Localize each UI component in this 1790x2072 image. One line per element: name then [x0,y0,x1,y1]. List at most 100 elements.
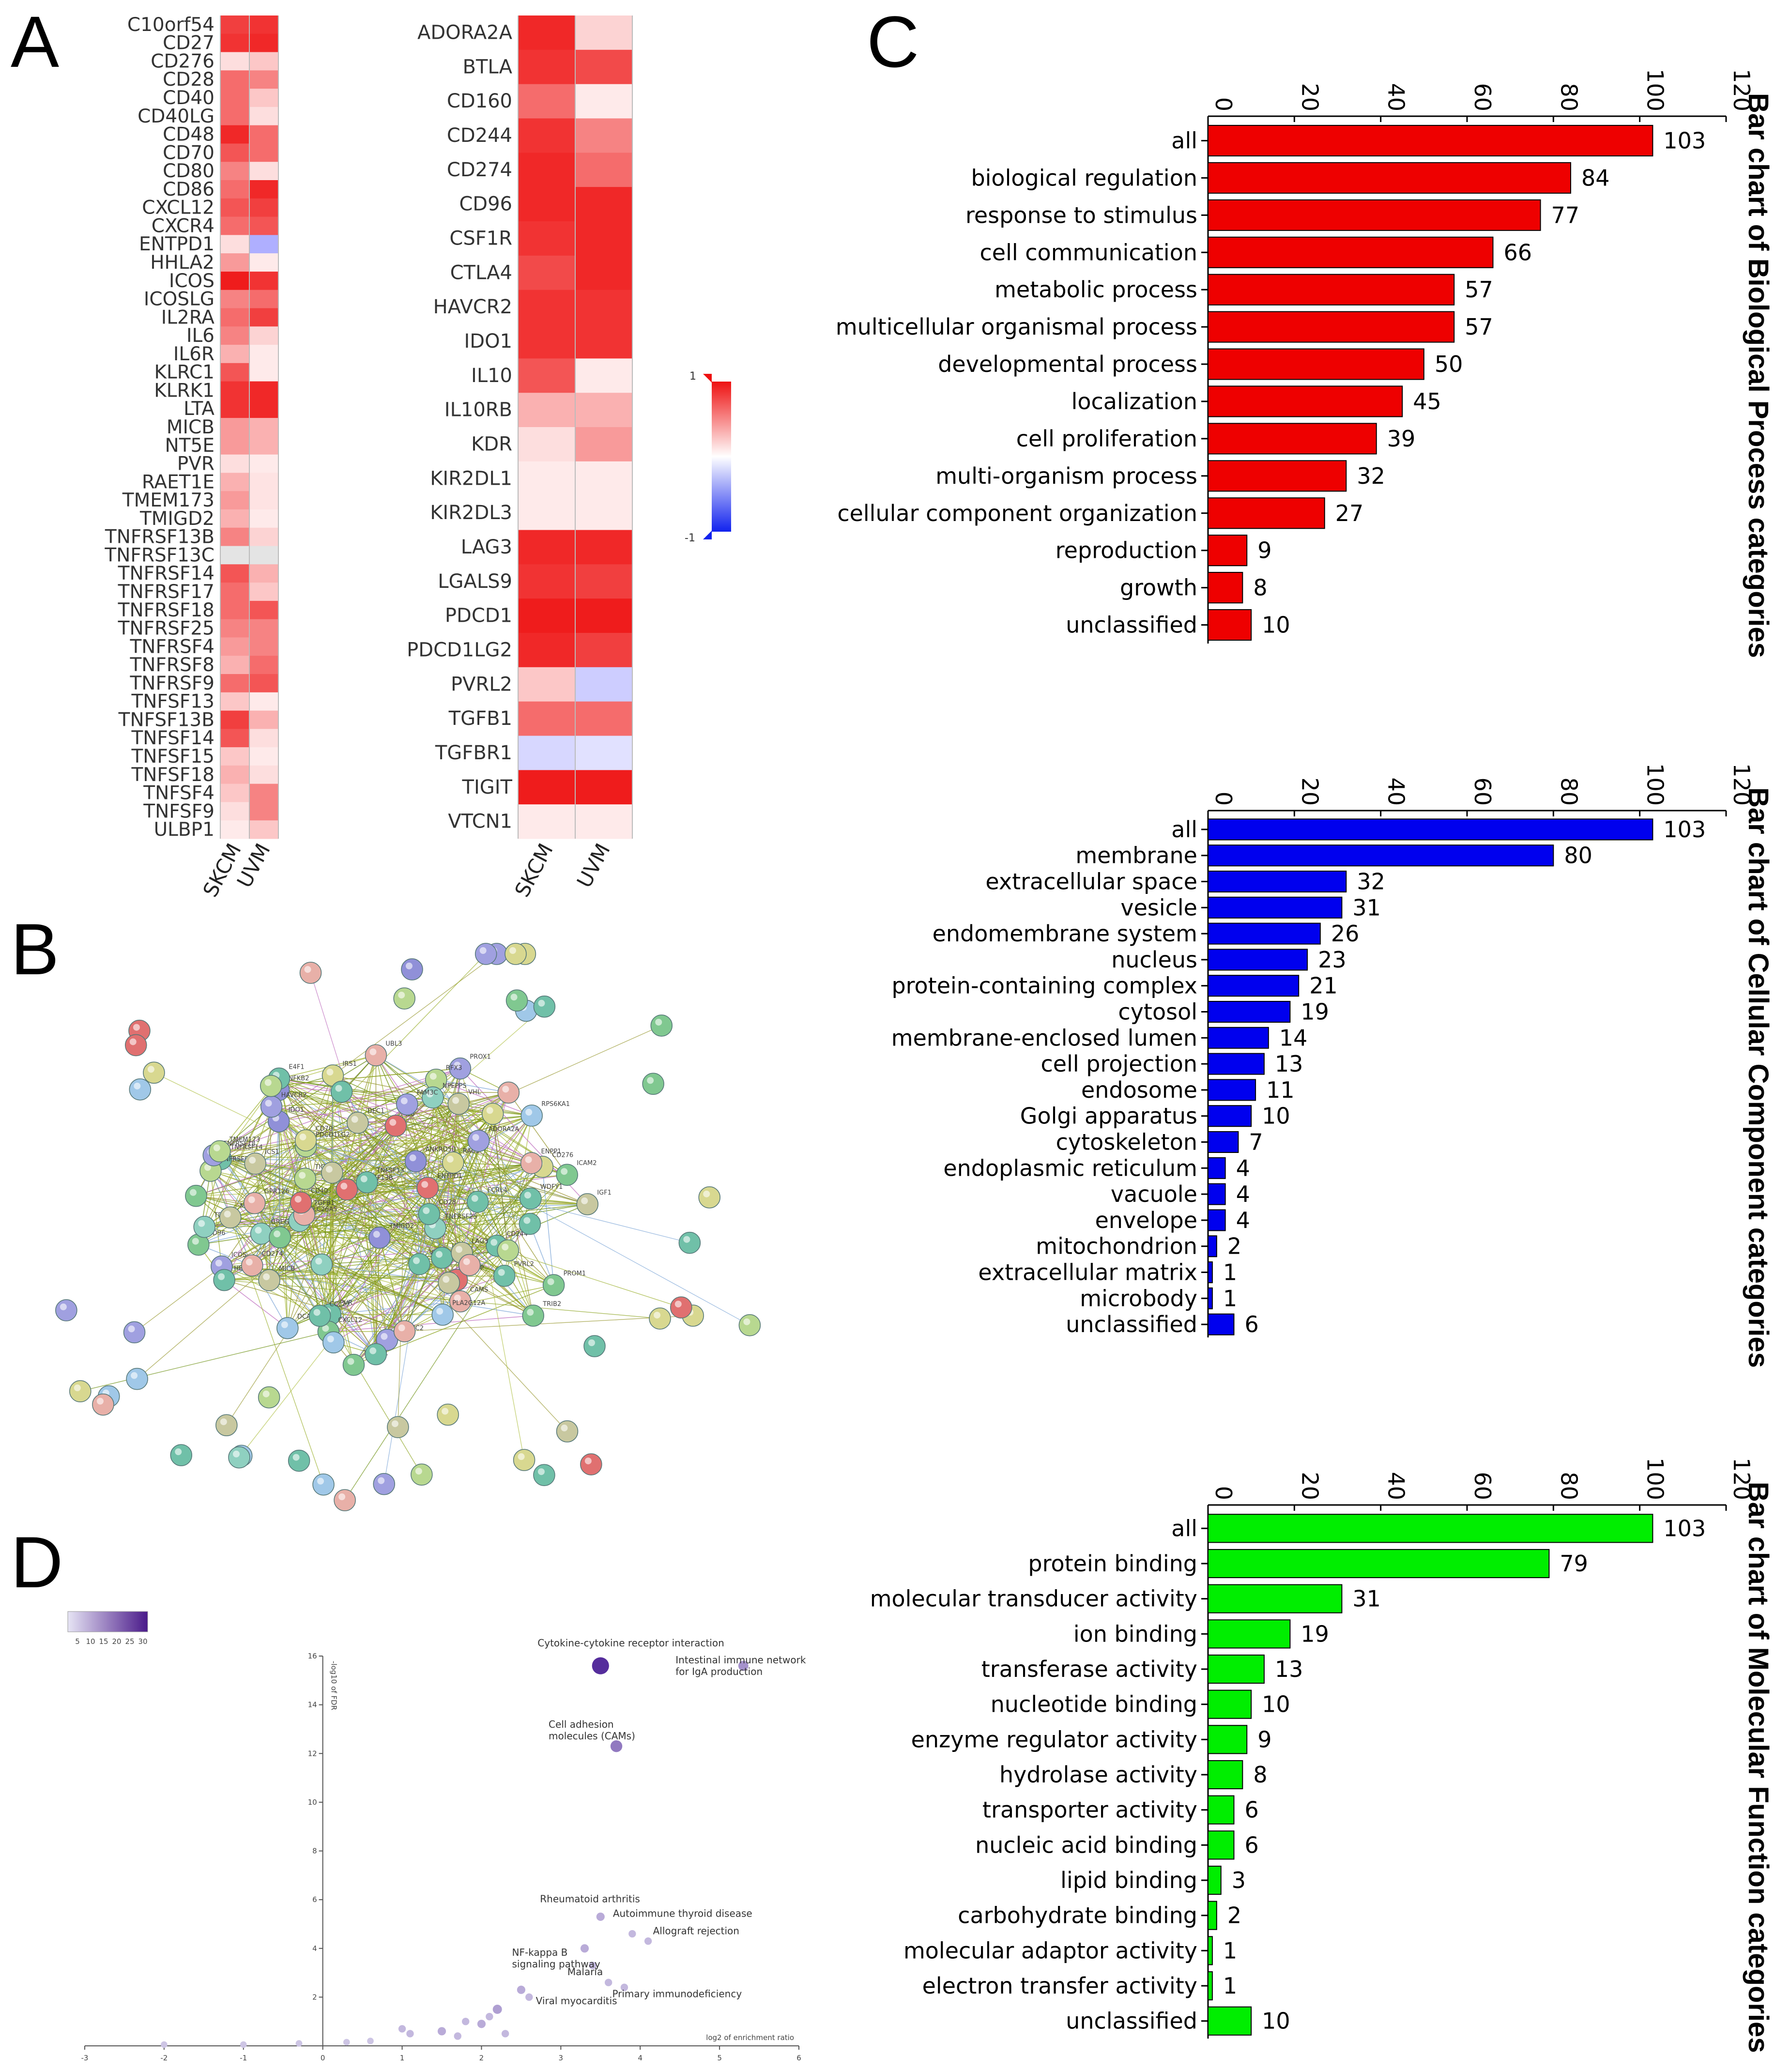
bar-category-label: cytosol [1118,999,1197,1025]
bubble-legend-tick-label: 5 [75,1637,80,1646]
bubble-point [454,2032,461,2040]
bubble-point-label: Primary immunodeficiency [612,1988,742,1999]
bar-category-label: transferase activity [981,1656,1197,1682]
heatmap-cell [575,461,632,496]
heatmap-cell [575,187,632,222]
bar-axis-tick-label: 40 [1383,777,1409,806]
bar-category-label: growth [1120,575,1197,601]
bar-value-label: 6 [1245,1797,1259,1823]
network-node-highlight [421,1181,428,1188]
network-node-label: CD276 [552,1152,573,1159]
bar-mark [1208,1725,1248,1754]
bubble-y-tick-label: 10 [308,1798,317,1807]
network-node-label: TMEM173 [229,1136,260,1144]
network-node-highlight [294,1196,302,1203]
network-node-highlight [248,1196,255,1203]
bar-axis-tick-label: 60 [1469,1472,1496,1500]
network-edge [300,1202,388,1340]
heatmap-gene-label: TGFBR1 [435,742,512,764]
network-node-label: CD70 [315,1125,333,1133]
bar-category-label: unclassified [1066,1311,1197,1337]
network-node [649,1307,671,1330]
network-node [129,1078,152,1101]
bar-category-label: localization [1071,388,1197,414]
bar-value-label: 10 [1262,1103,1290,1129]
heatmap-gene-label: TMEM173 [122,490,214,511]
network-node [276,1317,299,1339]
heatmap-gene-label: ADORA2A [417,21,513,44]
bubble-x-tick-label: 3 [559,2054,564,2062]
heatmap-cell [249,363,278,382]
bar-category-label: transporter activity [982,1797,1197,1823]
bar-mark [1208,124,1653,157]
network-edge [279,1006,545,1238]
bar-category-label: carbohydrate binding [958,1903,1197,1929]
bar-mark [1208,423,1377,455]
heatmap-cell [249,125,278,144]
bubble-point [610,1740,623,1752]
network-edge [460,1174,567,1302]
network-node [373,1473,395,1495]
bar-mark [1208,348,1424,380]
bar-category-label: enzyme regulator activity [911,1726,1197,1752]
panel-letter-a: A [11,1,59,82]
network-node-label: CXCL12 [338,1317,362,1324]
bar-value-label: 19 [1300,1621,1329,1647]
network-node-label: PVR [340,1299,352,1306]
heatmap-gene-label: CD274 [447,159,512,181]
network-node [520,1187,542,1210]
heatmap-gene-label: HAVCR2 [433,296,512,318]
network-edge [458,1104,525,1460]
bar-mark [1208,460,1347,492]
network-node [438,1272,460,1294]
bar-value-label: 4 [1236,1155,1250,1181]
heatmap-cell [249,253,278,272]
network-edge [332,1075,377,1354]
heatmap-cell [575,358,632,393]
bubble-y-tick-label: 16 [308,1652,317,1660]
heatmap-cell [220,729,249,748]
heatmap-gene-label: TNFRSF13C [104,544,214,566]
heatmap-gene-label: ENTPD1 [139,233,214,255]
network-edge [492,1114,534,1316]
bubble-legend-tick-label: 10 [86,1637,95,1646]
heatmap-cell [249,345,278,364]
network-node [215,1414,238,1436]
heatmap-gene-label: NT5E [165,435,214,457]
bar-category-label: extracellular space [985,869,1197,895]
bubble-point [486,2012,493,2021]
network-node-highlight [454,1061,461,1069]
colorbar-top-arrow [703,374,712,383]
heatmap-cell [518,599,575,633]
network-node-highlight [400,1097,408,1105]
bubble-y-axis-label: -log10 of FDR [330,1661,338,1710]
colorbar-max-label: 1 [689,370,696,383]
network-node-highlight [224,1211,231,1218]
heatmap-gene-label: CD276 [151,50,214,72]
bar-mark [1208,1865,1222,1895]
bar-category-label: molecular transducer activity [870,1586,1197,1612]
bar-axis-tick-label: 60 [1469,777,1496,806]
network-edge [153,1072,306,1147]
network-node [123,1321,146,1344]
bar-mark [1208,1654,1265,1684]
network-edge [210,1170,376,1355]
network-node-highlight [129,1038,137,1045]
heatmap-gene-label: KIR2DL3 [430,502,512,524]
network-node-highlight [524,1192,531,1199]
network-node-label: WDFY1 [540,1183,563,1191]
heatmap-cell [220,600,249,620]
network-node-highlight [561,1168,568,1175]
bar-value-label: 45 [1413,388,1441,414]
heatmap-cell [249,564,278,583]
network-node [299,962,322,984]
heatmap-cell [220,235,249,254]
heatmap-cell [249,52,278,71]
bar-category-label: extracellular matrix [978,1259,1197,1286]
bubble-y-tick-label: 2 [312,1993,317,2001]
network-node [404,1150,427,1172]
network-node [556,1420,579,1443]
heatmap-cell [249,107,278,126]
